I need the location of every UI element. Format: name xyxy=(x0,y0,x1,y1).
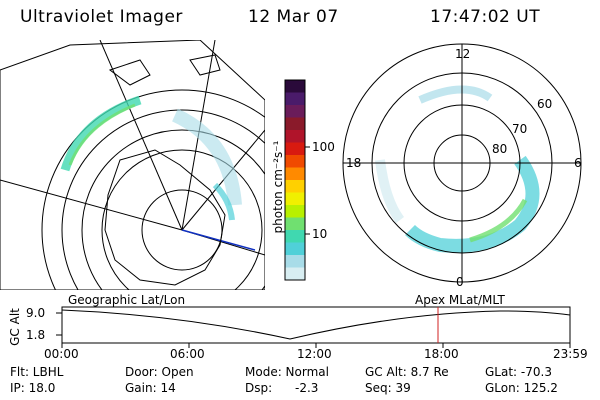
filter-info: Flt: LBHL xyxy=(10,365,64,379)
mode-info: Mode: Normal xyxy=(245,365,329,379)
glon-info: GLon: 125.2 xyxy=(485,381,558,395)
colorbar-segment xyxy=(285,92,305,106)
colorbar-segment xyxy=(285,255,305,268)
colorbar-segment xyxy=(285,180,305,193)
mlt-label-18: 18 xyxy=(346,156,362,170)
observation-date: 12 Mar 07 xyxy=(248,7,339,27)
colorbar-segment xyxy=(285,267,305,281)
altitude-curve xyxy=(61,309,571,340)
mlat-label-70: 70 xyxy=(512,122,528,136)
mlt-label-6: 6 xyxy=(574,156,582,170)
mlat-label-60: 60 xyxy=(537,97,553,111)
terminator-line xyxy=(181,229,256,251)
colorbar-tick-10: 10 xyxy=(312,227,328,241)
glat-info: GLat: -70.3 xyxy=(485,365,552,379)
instrument-title: Ultraviolet Imager xyxy=(20,7,183,27)
gain-info: Gain: 14 xyxy=(125,381,176,395)
timeline-plot xyxy=(56,306,571,348)
polar-plot xyxy=(342,43,582,283)
aurora-oval-polar xyxy=(375,85,540,253)
timeline-ytick-1: 1.8 xyxy=(26,328,46,342)
geographic-map xyxy=(0,40,265,290)
timeline-right-title: Apex MLat/MLT xyxy=(415,293,505,307)
mlat-label-80: 80 xyxy=(492,142,508,156)
landmass-outlines xyxy=(108,54,221,86)
dsp-value: -2.3 xyxy=(295,381,319,395)
seq-info: Seq: 39 xyxy=(365,381,411,395)
colorbar xyxy=(285,80,305,281)
gc-alt-info: GC Alt: 8.7 Re xyxy=(365,365,449,379)
colorbar-tick-100: 100 xyxy=(312,140,335,154)
door-info: Door: Open xyxy=(125,365,194,379)
timeline-xtick-0000: 00:00 xyxy=(44,347,79,361)
colorbar-segment xyxy=(285,230,305,243)
antarctica-coastline xyxy=(104,149,226,286)
colorbar-segment xyxy=(285,155,305,168)
mlt-label-0: 0 xyxy=(456,275,464,289)
colorbar-segment xyxy=(285,105,305,118)
mlt-label-12: 12 xyxy=(455,47,471,61)
aurora-oval-left xyxy=(60,95,242,221)
observation-time: 17:47:02 UT xyxy=(430,7,541,27)
timeline-left-title: Geographic Lat/Lon xyxy=(68,293,186,307)
timeline-xtick-1200: 12:00 xyxy=(297,347,332,361)
colorbar-units-label: photon cm⁻²s⁻¹ xyxy=(271,140,285,234)
ip-info: IP: 18.0 xyxy=(10,381,56,395)
colorbar-segment xyxy=(285,130,305,143)
timeline-axis-label: GC Alt xyxy=(8,308,22,346)
colorbar-segment xyxy=(285,192,305,206)
timeline-xtick-1800: 18:00 xyxy=(424,347,459,361)
colorbar-segment xyxy=(285,205,305,218)
colorbar-segment xyxy=(285,242,305,256)
colorbar-segment xyxy=(285,117,305,131)
colorbar-segment xyxy=(285,167,305,181)
colorbar-segment xyxy=(285,217,305,231)
timeline-ytick-9: 9.0 xyxy=(26,306,46,320)
timeline-xtick-0600: 06:00 xyxy=(170,347,205,361)
colorbar-segment xyxy=(285,80,305,93)
colorbar-segment xyxy=(285,142,305,156)
dsp-label: Dsp: xyxy=(245,381,273,395)
timeline-xtick-2359: 23:59 xyxy=(553,347,588,361)
